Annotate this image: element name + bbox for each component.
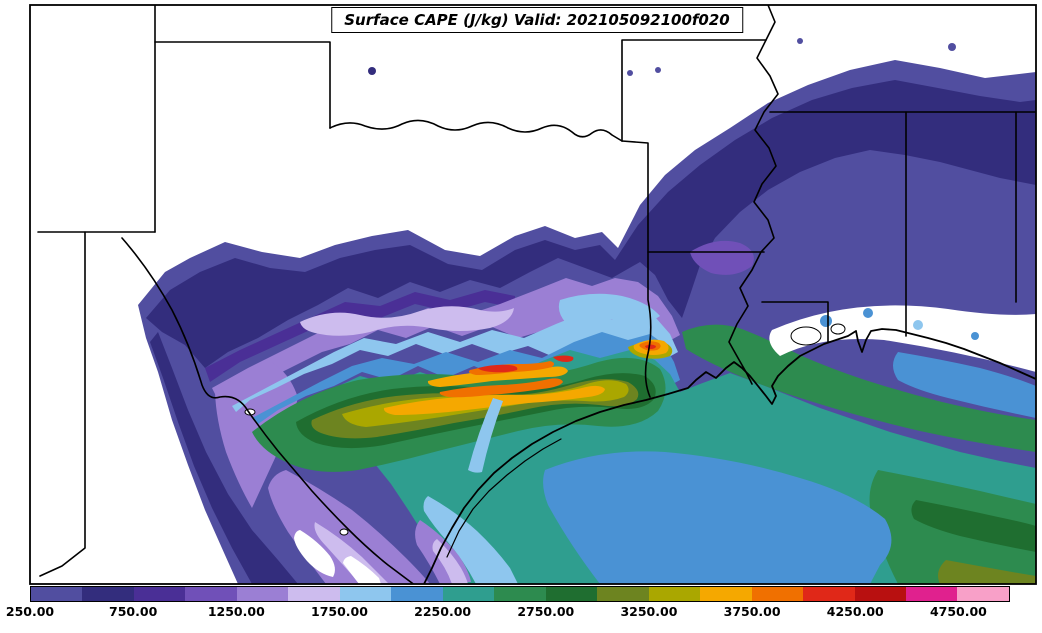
cape-contour-region xyxy=(627,70,633,76)
cape-contour-region xyxy=(682,324,1036,452)
coastline xyxy=(423,328,1036,584)
colorbar-segment xyxy=(133,587,186,601)
cape-contour-region xyxy=(645,344,656,349)
colorbar-tick-label: 1750.00 xyxy=(311,604,368,619)
cape-contour-region xyxy=(423,496,518,584)
map-title: Surface CAPE (J/kg) Valid: 202105092100f… xyxy=(344,11,730,29)
cape-fill-regions xyxy=(138,38,1036,584)
cape-contour-region xyxy=(146,80,1036,368)
cape-contour-region xyxy=(553,355,574,362)
colorbar-tick-label: 3250.00 xyxy=(620,604,678,619)
colorbar-segment xyxy=(82,587,134,601)
colorbar-tick-label: 4250.00 xyxy=(826,604,884,619)
colorbar-segment xyxy=(236,587,289,601)
cape-contour-region xyxy=(478,364,518,373)
map-title-box: Surface CAPE (J/kg) Valid: 202105092100f… xyxy=(331,7,743,33)
cape-contour-region xyxy=(893,352,1036,418)
colorbar-segment xyxy=(31,587,83,601)
colorbar-segment xyxy=(339,587,392,601)
colorbar-tick-label: 2250.00 xyxy=(414,604,472,619)
colorbar-segment xyxy=(545,587,598,601)
cape-contour-region xyxy=(150,332,298,584)
cape-contour-region xyxy=(938,560,1036,584)
colorbar-tick-label: 750.00 xyxy=(109,604,158,619)
colorbar-segment xyxy=(442,587,495,601)
map-shape xyxy=(790,326,822,346)
colorbar-segment xyxy=(700,587,752,601)
cape-contour-region xyxy=(468,398,503,473)
cape-contour-region xyxy=(205,290,515,382)
map-shape xyxy=(769,305,1036,372)
cape-contour-region xyxy=(911,500,1036,552)
map-shape xyxy=(343,556,381,584)
cape-contour-region xyxy=(368,67,376,75)
cape-contour-region xyxy=(232,312,678,412)
map-frame xyxy=(29,4,1037,585)
colorbar-segment xyxy=(803,587,855,601)
colorbar-segments xyxy=(31,587,1009,601)
colorbar-tick-label: 3750.00 xyxy=(723,604,781,619)
barrier-island xyxy=(446,438,562,558)
colorbar-tick-label: 2750.00 xyxy=(517,604,575,619)
map-shape xyxy=(329,119,623,142)
cape-contour-region xyxy=(971,332,979,340)
colorbar-segment xyxy=(597,587,649,601)
map-shape xyxy=(761,301,829,343)
colorbar-segment xyxy=(288,587,340,601)
cape-contour-region xyxy=(300,306,514,336)
map-shape xyxy=(621,140,652,398)
cape-contour-region xyxy=(427,366,568,387)
cape-contour-region xyxy=(797,38,803,44)
colorbar-segment xyxy=(391,587,443,601)
colorbar-tick-label: 250.00 xyxy=(5,604,55,619)
colorbar-segment xyxy=(751,587,804,601)
colorbar-ticks: 250.00 750.00 1250.00 1750.00 2250.00 2750.00… xyxy=(6,604,1010,622)
map-shape xyxy=(830,323,846,335)
colorbar-segment xyxy=(957,587,1009,601)
colorbar xyxy=(30,586,1010,602)
colorbar-segment xyxy=(905,587,958,601)
state-borders xyxy=(37,5,1036,584)
map-shape xyxy=(621,39,767,142)
colorbar-segment xyxy=(185,587,237,601)
cape-contour-region xyxy=(314,522,388,584)
colorbar-tick-label: 4750.00 xyxy=(929,604,987,619)
cape-contour-region xyxy=(439,378,563,398)
cape-contour-region xyxy=(863,308,873,318)
cape-contour-region xyxy=(690,240,754,275)
cape-contour-region xyxy=(432,539,468,584)
cape-contour-region xyxy=(948,43,956,51)
map-shape xyxy=(339,528,349,536)
cape-contour-region xyxy=(820,315,832,327)
map-shape xyxy=(39,231,86,577)
cape-contour-region xyxy=(558,293,660,323)
cape-contour-region xyxy=(913,320,923,330)
map-shape xyxy=(154,41,331,129)
cape-contour-region xyxy=(543,451,892,584)
map-shape xyxy=(121,237,415,584)
map-shape xyxy=(728,5,779,385)
colorbar-segment xyxy=(494,587,546,601)
map-shape xyxy=(294,530,335,577)
map-shape xyxy=(423,328,1036,584)
colorbar-segment xyxy=(854,587,906,601)
cape-contour-region xyxy=(655,67,661,73)
lakes xyxy=(244,323,846,536)
colorbar-segment xyxy=(648,587,701,601)
colorbar-tick-label: 1250.00 xyxy=(207,604,265,619)
